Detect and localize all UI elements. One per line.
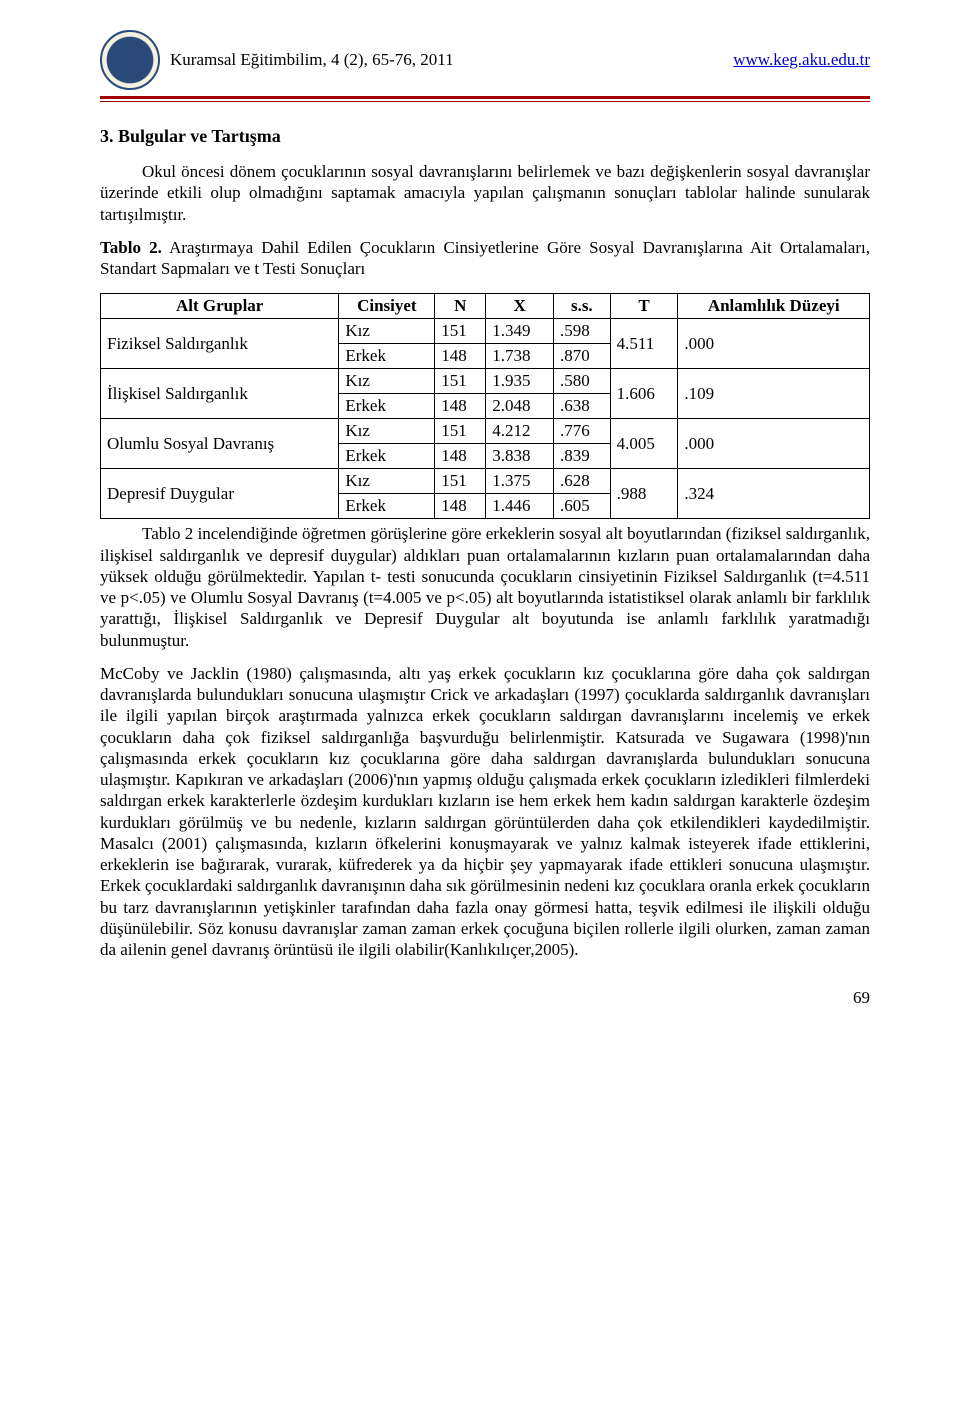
cell-sex: Erkek: [339, 444, 435, 469]
cell-ss: .605: [554, 494, 611, 519]
table-row: Depresif Duygular Kız 151 1.375 .628 .98…: [101, 469, 870, 494]
cell-x: 1.738: [486, 344, 554, 369]
group-label: Depresif Duygular: [101, 469, 339, 519]
col-cinsiyet: Cinsiyet: [339, 294, 435, 319]
cell-x: 1.446: [486, 494, 554, 519]
table-caption: Tablo 2. Araştırmaya Dahil Edilen Çocukl…: [100, 237, 870, 280]
cell-p: .000: [678, 419, 870, 469]
cell-n: 151: [435, 319, 486, 344]
cell-sex: Kız: [339, 319, 435, 344]
cell-p: .000: [678, 319, 870, 369]
cell-n: 148: [435, 444, 486, 469]
discussion-paragraph-2: McCoby ve Jacklin (1980) çalışmasında, a…: [100, 663, 870, 961]
journal-url-link[interactable]: www.keg.aku.edu.tr: [733, 50, 870, 70]
results-table: Alt Gruplar Cinsiyet N X s.s. T Anlamlıl…: [100, 293, 870, 519]
cell-ss: .580: [554, 369, 611, 394]
cell-n: 151: [435, 419, 486, 444]
cell-t: 4.005: [610, 419, 678, 469]
cell-n: 148: [435, 394, 486, 419]
group-label: İlişkisel Saldırganlık: [101, 369, 339, 419]
table-header-row: Alt Gruplar Cinsiyet N X s.s. T Anlamlıl…: [101, 294, 870, 319]
table-row: İlişkisel Saldırganlık Kız 151 1.935 .58…: [101, 369, 870, 394]
cell-x: 1.349: [486, 319, 554, 344]
col-anlamlilik: Anlamlılık Düzeyi: [678, 294, 870, 319]
cell-ss: .839: [554, 444, 611, 469]
cell-sex: Kız: [339, 369, 435, 394]
col-alt-gruplar: Alt Gruplar: [101, 294, 339, 319]
page-header: Kuramsal Eğitimbilim, 4 (2), 65-76, 2011…: [100, 30, 870, 90]
col-t: T: [610, 294, 678, 319]
table-row: Olumlu Sosyal Davranış Kız 151 4.212 .77…: [101, 419, 870, 444]
cell-sex: Kız: [339, 419, 435, 444]
cell-sex: Erkek: [339, 344, 435, 369]
cell-x: 1.375: [486, 469, 554, 494]
cell-p: .324: [678, 469, 870, 519]
table-body: Fiziksel Saldırganlık Kız 151 1.349 .598…: [101, 319, 870, 519]
table-caption-bold: Tablo 2.: [100, 238, 162, 257]
cell-ss: .598: [554, 319, 611, 344]
page: Kuramsal Eğitimbilim, 4 (2), 65-76, 2011…: [0, 0, 960, 1038]
group-label: Fiziksel Saldırganlık: [101, 319, 339, 369]
cell-x: 2.048: [486, 394, 554, 419]
page-number: 69: [100, 988, 870, 1008]
journal-citation: Kuramsal Eğitimbilim, 4 (2), 65-76, 2011: [170, 50, 454, 70]
cell-ss: .628: [554, 469, 611, 494]
cell-t: .988: [610, 469, 678, 519]
cell-ss: .776: [554, 419, 611, 444]
cell-x: 3.838: [486, 444, 554, 469]
header-text-row: Kuramsal Eğitimbilim, 4 (2), 65-76, 2011…: [170, 50, 870, 70]
cell-ss: .870: [554, 344, 611, 369]
table-caption-rest: Araştırmaya Dahil Edilen Çocukların Cins…: [100, 238, 870, 278]
cell-x: 4.212: [486, 419, 554, 444]
group-label: Olumlu Sosyal Davranış: [101, 419, 339, 469]
table-row: Fiziksel Saldırganlık Kız 151 1.349 .598…: [101, 319, 870, 344]
col-ss: s.s.: [554, 294, 611, 319]
section-heading: 3. Bulgular ve Tartışma: [100, 126, 870, 147]
cell-sex: Kız: [339, 469, 435, 494]
logo-inner-icon: [112, 42, 148, 78]
cell-x: 1.935: [486, 369, 554, 394]
cell-ss: .638: [554, 394, 611, 419]
cell-n: 148: [435, 494, 486, 519]
cell-n: 151: [435, 469, 486, 494]
cell-t: 1.606: [610, 369, 678, 419]
cell-sex: Erkek: [339, 394, 435, 419]
cell-p: .109: [678, 369, 870, 419]
cell-t: 4.511: [610, 319, 678, 369]
col-n: N: [435, 294, 486, 319]
cell-n: 148: [435, 344, 486, 369]
cell-sex: Erkek: [339, 494, 435, 519]
discussion-paragraph-1: Tablo 2 incelendiğinde öğretmen görüşler…: [100, 523, 870, 651]
intro-paragraph: Okul öncesi dönem çocuklarının sosyal da…: [100, 161, 870, 225]
header-divider: [100, 96, 870, 102]
cell-n: 151: [435, 369, 486, 394]
col-x: X: [486, 294, 554, 319]
university-logo: [100, 30, 160, 90]
